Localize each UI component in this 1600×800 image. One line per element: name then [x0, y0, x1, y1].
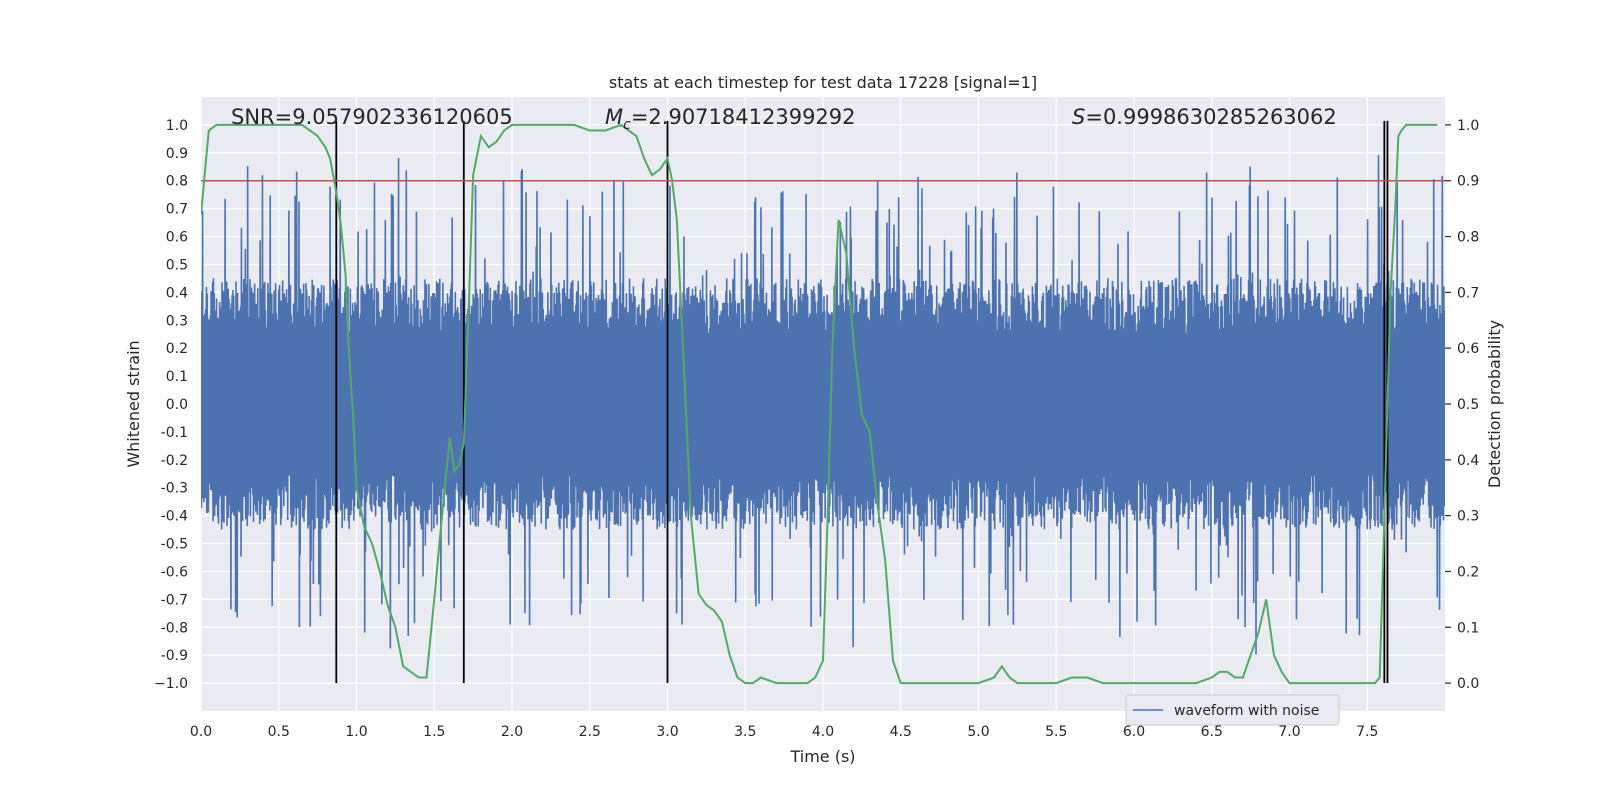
- legend: waveform with noise: [1125, 694, 1340, 726]
- y-right-tick-label: 1.0: [1457, 118, 1479, 134]
- y-tick-label: 0.9: [166, 146, 188, 162]
- y-right-tick-label: 0.6: [1457, 341, 1479, 357]
- x-tick-label: 2.5: [579, 724, 601, 740]
- x-tick-label: 7.5: [1356, 724, 1378, 740]
- x-tick-label: 7.0: [1278, 724, 1300, 740]
- y-tick-label: 0.8: [166, 174, 188, 190]
- plot-content: [201, 120, 1445, 685]
- y-right-tick-label: 0.4: [1457, 453, 1479, 469]
- x-axis-ticks: 0.0 0.5 1.0 1.5 2.0 2.5 3.0 3.5 4.0 4.5 5.0 5.5 6.0 6…: [190, 724, 1379, 740]
- y-tick-label: -0.3: [161, 481, 188, 497]
- chart-title: stats at each timestep for test data 172…: [609, 73, 1037, 92]
- x-tick-label: 1.0: [345, 724, 367, 740]
- x-tick-label: 4.5: [890, 724, 912, 740]
- y-tick-label: 0.5: [166, 257, 188, 273]
- y-tick-label: 0.2: [166, 341, 188, 357]
- y-tick-label: 1.0: [166, 118, 188, 134]
- chirp-mass-symbol: M: [605, 105, 623, 129]
- y-tick-label: -0.2: [161, 453, 188, 469]
- y-right-tick-label: 0.2: [1457, 564, 1479, 580]
- y-right-tick-label: 0.7: [1457, 285, 1479, 301]
- series-detection-probability: [201, 123, 1438, 685]
- legend-box: [1125, 694, 1340, 726]
- y-right-tick-label: 0.1: [1457, 620, 1479, 636]
- x-tick-label: 3.0: [656, 724, 678, 740]
- y-axis-label: Whitened strain: [124, 340, 143, 467]
- y-tick-label: -0.7: [161, 592, 188, 608]
- score-annotation: S=0.9998630285263062: [1072, 105, 1337, 129]
- x-tick-label: 1.5: [423, 724, 445, 740]
- y-right-tick-label: 0.5: [1457, 397, 1479, 413]
- y-right-axis-ticks: 1.0 0.9 0.8 0.7 0.6 0.5 0.4 0.3 0.2 0.1 0.0: [1445, 118, 1479, 692]
- y-tick-label: 0.6: [166, 230, 188, 246]
- y-right-tick-label: 0.0: [1457, 676, 1479, 692]
- y-tick-label: -0.1: [161, 425, 188, 441]
- y-tick-label: -0.5: [161, 537, 188, 553]
- y-tick-label: 0.1: [166, 369, 188, 385]
- series-waveform-with-noise: [201, 154, 1445, 655]
- x-tick-label: 6.0: [1123, 724, 1145, 740]
- score-symbol: S: [1072, 105, 1085, 129]
- y-tick-label: −1.0: [154, 676, 188, 692]
- x-tick-label: 2.0: [501, 724, 523, 740]
- chirp-mass-value: =2.90718412399292: [631, 105, 856, 129]
- y-tick-label: 0.4: [166, 285, 188, 301]
- x-axis-label: Time (s): [789, 747, 855, 766]
- x-tick-label: 5.5: [1045, 724, 1067, 740]
- y-right-tick-label: 0.8: [1457, 230, 1479, 246]
- snr-annotation: SNR=9.057902336120605: [231, 105, 513, 129]
- chirp-mass-annotation: Mc=2.90718412399292: [605, 105, 856, 133]
- y-tick-label: -0.4: [161, 509, 188, 525]
- y-right-tick-label: 0.3: [1457, 509, 1479, 525]
- y-tick-label: -0.9: [161, 648, 188, 664]
- y-tick-label: 0.0: [166, 397, 188, 413]
- x-tick-label: 3.5: [734, 724, 756, 740]
- y-axis-ticks: 1.0 0.9 0.8 0.7 0.6 0.5 0.4 0.3 0.2 0.1 0.0 -0.1 -0.…: [154, 118, 188, 692]
- y-right-axis-label: Detection probability: [1485, 320, 1504, 488]
- y-tick-label: -0.8: [161, 620, 188, 636]
- x-tick-label: 4.0: [812, 724, 834, 740]
- x-tick-label: 5.0: [967, 724, 989, 740]
- score-value: =0.9998630285263062: [1085, 105, 1336, 129]
- y-tick-label: 0.3: [166, 313, 188, 329]
- x-tick-label: 6.5: [1201, 724, 1223, 740]
- x-tick-label: 0.5: [268, 724, 290, 740]
- legend-label-waveform: waveform with noise: [1174, 703, 1319, 719]
- y-right-tick-label: 0.9: [1457, 174, 1479, 190]
- y-tick-label: 0.7: [166, 202, 188, 218]
- y-tick-label: -0.6: [161, 564, 188, 580]
- x-tick-label: 0.0: [190, 724, 212, 740]
- chirp-mass-subscript: c: [623, 117, 631, 133]
